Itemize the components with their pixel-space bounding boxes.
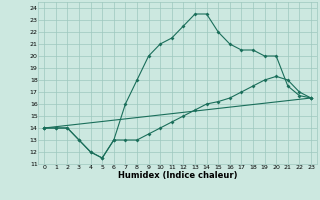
- X-axis label: Humidex (Indice chaleur): Humidex (Indice chaleur): [118, 171, 237, 180]
